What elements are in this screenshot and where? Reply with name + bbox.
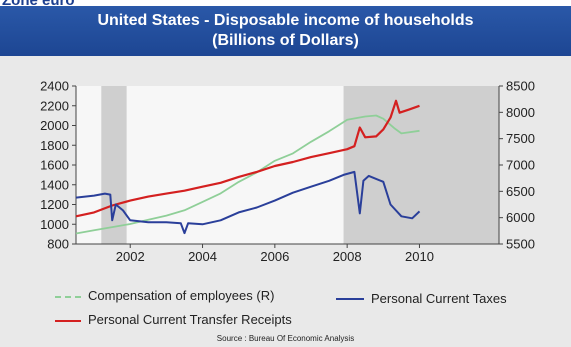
recession-band-0 — [101, 86, 127, 244]
x-tick-label-2010: 2010 — [405, 249, 434, 264]
right-tick-label-6500: 6500 — [506, 184, 535, 199]
left-tick-label-2000: 2000 — [40, 118, 69, 133]
legend-label-compensation: Compensation of employees (R) — [88, 288, 275, 303]
legend-swatch-taxes — [336, 298, 364, 300]
right-tick-label-8500: 8500 — [506, 79, 535, 94]
left-tick-label-1800: 1800 — [40, 138, 69, 153]
left-tick-label-2400: 2400 — [40, 79, 69, 94]
x-tick-label-2008: 2008 — [333, 249, 362, 264]
legend-label-transfer: Personal Current Transfer Receipts — [88, 312, 292, 327]
chart-subtitle: (Billions of Dollars) — [212, 32, 359, 49]
left-tick-label-1600: 1600 — [40, 158, 69, 173]
left-tick-label-1000: 1000 — [40, 217, 69, 232]
x-tick-label-2002: 2002 — [116, 249, 145, 264]
left-tick-label-1200: 1200 — [40, 197, 69, 212]
left-tick-label-800: 800 — [47, 237, 69, 252]
chart-title: United States - Disposable income of hou… — [97, 12, 474, 29]
left-tick-label-2200: 2200 — [40, 98, 69, 113]
left-tick-label-1400: 1400 — [40, 177, 69, 192]
series-line-red — [75, 99, 420, 218]
x-tick-label-2004: 2004 — [188, 249, 217, 264]
clipped-section-heading: Zone euro — [2, 0, 75, 9]
right-tick-label-8000: 8000 — [506, 105, 535, 120]
chart-title-bar: United States - Disposable income of hou… — [0, 6, 571, 56]
right-tick-label-7000: 7000 — [506, 158, 535, 173]
legend-label-taxes: Personal Current Taxes — [371, 291, 507, 306]
line-chart: 800 1000 1200 1400 1600 1800 2000 2200 2400 5500 6… — [40, 79, 535, 265]
series-line-blue — [75, 170, 421, 235]
right-tick-label-6000: 6000 — [506, 210, 535, 225]
source-note: Source : Bureau Of Economic Analysis — [216, 334, 355, 343]
right-tick-label-5500: 5500 — [506, 237, 535, 252]
right-tick-label-7500: 7500 — [506, 131, 535, 146]
x-tick-label-2006: 2006 — [260, 249, 289, 264]
recession-band-1 — [343, 86, 499, 244]
legend-swatch-transfer — [55, 320, 81, 322]
legend-swatch-compensation — [55, 296, 81, 298]
